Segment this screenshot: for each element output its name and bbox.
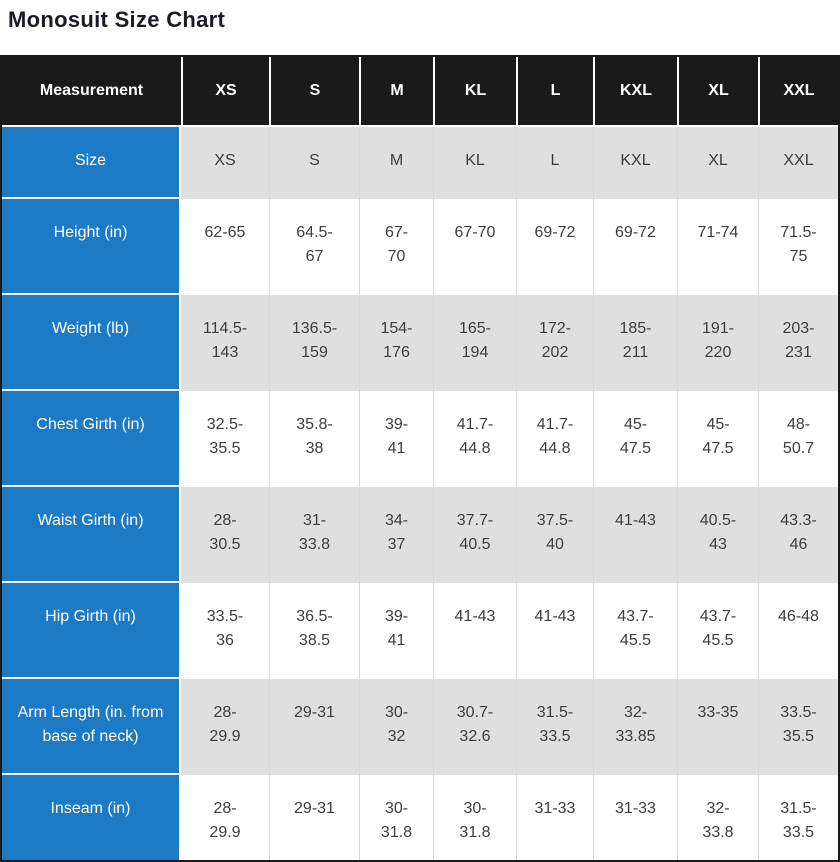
size-value-cell: 41-43 <box>516 583 593 679</box>
size-value-cell: XXL <box>758 127 838 199</box>
column-header-xl: XL <box>677 57 758 127</box>
size-value-cell: 48- 50.7 <box>758 391 838 487</box>
size-value-cell: 32- 33.85 <box>593 679 677 775</box>
table-row: Arm Length (in. from base of neck) 28- 29… <box>2 679 838 775</box>
table-row: Waist Girth (in) 28- 30.5 31- 33.8 34- 37 37… <box>2 487 838 583</box>
size-value-cell: 30- 31.8 <box>359 775 433 860</box>
measurement-label-cell: Inseam (in) <box>2 775 181 860</box>
size-value-cell: M <box>359 127 433 199</box>
size-value-cell: 154- 176 <box>359 295 433 391</box>
measurement-label-cell: Height (in) <box>2 199 181 295</box>
size-value-cell: KXL <box>593 127 677 199</box>
size-value-cell: 30- 32 <box>359 679 433 775</box>
size-value-cell: 31-33 <box>593 775 677 860</box>
size-value-cell: 41-43 <box>433 583 516 679</box>
size-value-cell: 43.3- 46 <box>758 487 838 583</box>
size-value-cell: 28- 29.9 <box>181 775 269 860</box>
size-value-cell: 32- 33.8 <box>677 775 758 860</box>
table-body: Size XS S M KL L KXL XL XXL Height (in) 62-65 64.5-… <box>2 127 838 860</box>
size-value-cell: 36.5- 38.5 <box>269 583 359 679</box>
size-value-cell: 64.5- 67 <box>269 199 359 295</box>
column-header-xs: XS <box>181 57 269 127</box>
size-value-cell: 43.7- 45.5 <box>593 583 677 679</box>
table-row: Size XS S M KL L KXL XL XXL <box>2 127 838 199</box>
table-header: Measurement XS S M KL L KXL XL XXL <box>2 57 838 127</box>
measurement-label-cell: Weight (lb) <box>2 295 181 391</box>
column-header-m: M <box>359 57 433 127</box>
size-value-cell: 165- 194 <box>433 295 516 391</box>
size-value-cell: 28- 30.5 <box>181 487 269 583</box>
size-value-cell: 45- 47.5 <box>593 391 677 487</box>
size-value-cell: 41.7- 44.8 <box>433 391 516 487</box>
size-value-cell: 39- 41 <box>359 391 433 487</box>
column-header-kl: KL <box>433 57 516 127</box>
size-value-cell: 114.5- 143 <box>181 295 269 391</box>
size-value-cell: 33.5- 35.5 <box>758 679 838 775</box>
size-value-cell: 31.5- 33.5 <box>516 679 593 775</box>
measurement-label-cell: Chest Girth (in) <box>2 391 181 487</box>
size-value-cell: 67-70 <box>433 199 516 295</box>
size-value-cell: 35.8- 38 <box>269 391 359 487</box>
table-row: Height (in) 62-65 64.5- 67 67- 70 67-70 69-72… <box>2 199 838 295</box>
size-value-cell: 41.7- 44.8 <box>516 391 593 487</box>
table-row: Hip Girth (in) 33.5- 36 36.5- 38.5 39- 41 41… <box>2 583 838 679</box>
size-value-cell: 69-72 <box>593 199 677 295</box>
size-value-cell: 136.5- 159 <box>269 295 359 391</box>
size-value-cell: 185- 211 <box>593 295 677 391</box>
size-value-cell: 71.5- 75 <box>758 199 838 295</box>
column-header-kxl: KXL <box>593 57 677 127</box>
size-value-cell: L <box>516 127 593 199</box>
size-value-cell: 191- 220 <box>677 295 758 391</box>
size-value-cell: 37.7- 40.5 <box>433 487 516 583</box>
size-value-cell: 33-35 <box>677 679 758 775</box>
size-value-cell: 172- 202 <box>516 295 593 391</box>
size-value-cell: 203- 231 <box>758 295 838 391</box>
size-value-cell: 29-31 <box>269 775 359 860</box>
column-header-measurement: Measurement <box>2 57 181 127</box>
size-value-cell: 62-65 <box>181 199 269 295</box>
size-value-cell: XL <box>677 127 758 199</box>
size-chart-table: Measurement XS S M KL L KXL XL XXL Size XS S M KL L KX… <box>0 55 840 862</box>
size-value-cell: XS <box>181 127 269 199</box>
measurement-label-cell: Size <box>2 127 181 199</box>
table-row: Inseam (in) 28- 29.9 29-31 30- 31.8 30- 31.8… <box>2 775 838 860</box>
size-value-cell: KL <box>433 127 516 199</box>
size-value-cell: 67- 70 <box>359 199 433 295</box>
size-value-cell: S <box>269 127 359 199</box>
page-title: Monosuit Size Chart <box>8 7 226 32</box>
size-value-cell: 41-43 <box>593 487 677 583</box>
size-value-cell: 34- 37 <box>359 487 433 583</box>
size-value-cell: 31.5- 33.5 <box>758 775 838 860</box>
size-value-cell: 40.5- 43 <box>677 487 758 583</box>
header-row: Measurement XS S M KL L KXL XL XXL <box>2 57 838 127</box>
size-value-cell: 45- 47.5 <box>677 391 758 487</box>
size-value-cell: 32.5- 35.5 <box>181 391 269 487</box>
size-value-cell: 29-31 <box>269 679 359 775</box>
measurement-label-cell: Arm Length (in. from base of neck) <box>2 679 181 775</box>
size-value-cell: 39- 41 <box>359 583 433 679</box>
measurement-label-cell: Hip Girth (in) <box>2 583 181 679</box>
column-header-xxl: XXL <box>758 57 838 127</box>
size-value-cell: 46-48 <box>758 583 838 679</box>
column-header-s: S <box>269 57 359 127</box>
size-value-cell: 71-74 <box>677 199 758 295</box>
size-value-cell: 31- 33.8 <box>269 487 359 583</box>
size-value-cell: 37.5- 40 <box>516 487 593 583</box>
table-row: Weight (lb) 114.5- 143 136.5- 159 154- 176 1… <box>2 295 838 391</box>
size-value-cell: 31-33 <box>516 775 593 860</box>
size-value-cell: 43.7- 45.5 <box>677 583 758 679</box>
size-value-cell: 33.5- 36 <box>181 583 269 679</box>
measurement-label-cell: Waist Girth (in) <box>2 487 181 583</box>
size-value-cell: 30- 31.8 <box>433 775 516 860</box>
size-value-cell: 30.7- 32.6 <box>433 679 516 775</box>
size-value-cell: 28- 29.9 <box>181 679 269 775</box>
size-value-cell: 69-72 <box>516 199 593 295</box>
column-header-l: L <box>516 57 593 127</box>
table-row: Chest Girth (in) 32.5- 35.5 35.8- 38 39- 41… <box>2 391 838 487</box>
